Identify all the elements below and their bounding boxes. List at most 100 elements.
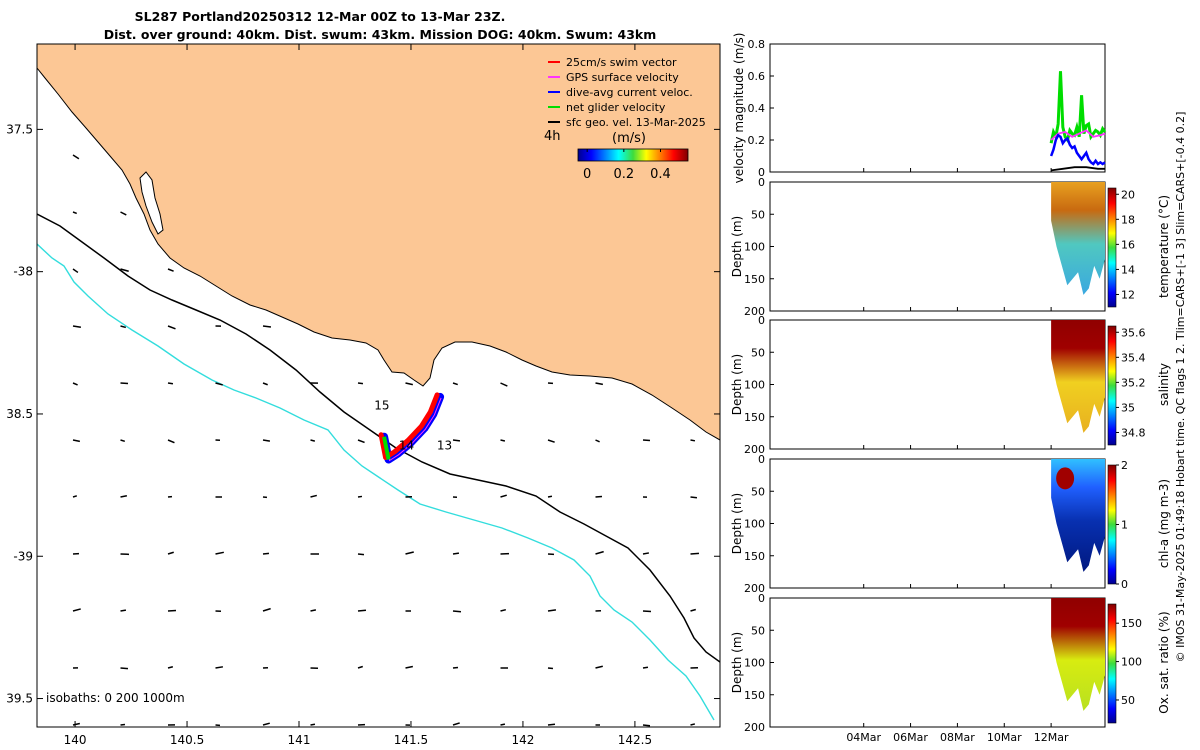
geo-vector (500, 439, 506, 442)
colorbar-label: (m/s) (612, 131, 646, 146)
geo-vector (72, 722, 80, 726)
legend-label: GPS surface velocity (566, 71, 679, 84)
geostrophic-vectors (72, 154, 700, 727)
map-ytick-label: 38.5 (6, 407, 33, 421)
time-tick-label: 12Mar (1034, 731, 1069, 744)
colorbar-tick-label: 0.4 (650, 167, 671, 182)
geo-vector (215, 382, 223, 386)
section-cbar-tick-label: 12 (1121, 288, 1135, 301)
geo-vector (357, 495, 363, 498)
geo-vector (167, 382, 174, 385)
section-cbar-tick-label: 2 (1121, 459, 1128, 472)
colorbar-tick-label: 0.2 (613, 167, 634, 182)
geo-vector (72, 495, 78, 498)
track-gps (384, 397, 442, 462)
geo-vector (262, 382, 268, 386)
track-net (382, 436, 391, 460)
geo-vector (642, 552, 650, 555)
island (139, 171, 164, 235)
geo-vector (690, 552, 700, 555)
map-ticks: 140 140.5 141 141.5 142 142.537.5-3838.5-3939… (6, 44, 720, 747)
time-tick-label: 04Mar (846, 731, 881, 744)
section-cbar-tick-label: 35.6 (1121, 326, 1146, 339)
geo-vector (215, 666, 224, 669)
section-data-field (1051, 182, 1105, 295)
geo-vector (690, 723, 696, 726)
geo-vector (120, 268, 129, 272)
geo-vector (167, 551, 174, 555)
section-ytick-label: 100 (744, 657, 765, 670)
velocity-ytick-label: 0.6 (748, 70, 766, 83)
geo-vector (642, 666, 649, 669)
map-xtick-label: 142 (511, 733, 534, 747)
map-xtick-label: 140.5 (170, 733, 204, 747)
track-swim (378, 392, 440, 460)
geo-vector (215, 551, 224, 555)
section-colorbar (1107, 464, 1117, 585)
glider-track (378, 392, 445, 464)
geo-vector (310, 609, 317, 612)
time-tick-label: 10Mar (987, 731, 1022, 744)
geo-vector (357, 439, 365, 444)
geo-vector (547, 439, 555, 443)
day-labels: 15 14 13 (374, 398, 452, 452)
section-cbar-tick-label: 35.4 (1121, 351, 1146, 364)
geo-vector (120, 609, 127, 612)
geo-vector (167, 325, 176, 330)
geo-vector (262, 439, 271, 442)
geo-vector (72, 325, 82, 329)
legend-label: sfc geo. vel. 13-Mar-2025 (566, 116, 706, 129)
side-note: © IMOS 31-May-2025 01:49:18 Hobart time.… (1174, 112, 1187, 663)
geo-vector (120, 211, 127, 216)
colorbar-left-note: 4h (544, 129, 561, 144)
section-ytick-label: 0 (758, 592, 765, 605)
geo-vector (72, 608, 81, 612)
colorbar-tick-label: 0 (583, 167, 591, 182)
geo-vector (595, 495, 603, 498)
section-colorbar (1107, 603, 1117, 724)
map-legend: 25cm/s swim vector GPS surface velocity di… (548, 56, 706, 129)
geo-vector (310, 439, 316, 442)
velocity-ytick-label: 0.2 (748, 134, 766, 147)
chla-maximum-patch (1056, 467, 1075, 490)
map-xtick-label: 141 (288, 733, 311, 747)
geo-vector (120, 439, 126, 443)
section-frame (769, 597, 1106, 728)
section-ytick-label: 200 (744, 443, 765, 456)
section-colorbar (1107, 325, 1117, 446)
colorbar-gradient (577, 148, 689, 162)
geo-vector (547, 495, 553, 498)
geo-vector (642, 724, 651, 727)
geo-vector (595, 382, 604, 386)
geo-vector (120, 723, 126, 726)
day-label: 14 (399, 438, 414, 452)
time-tick-label: 06Mar (893, 731, 928, 744)
geo-vector (357, 382, 364, 385)
temperature-section-panel: 0 50 100 150 200 Depth (m) 20 18 16 14 12 temperatu… (730, 176, 1171, 318)
section-ytick-label: 150 (744, 689, 765, 702)
section-cbar-label: Ox. sat. ratio (%) (1157, 611, 1171, 713)
geo-vector (690, 496, 698, 499)
velocity-series-line (1050, 129, 1106, 141)
velocity-ytick-label: 0 (758, 166, 765, 179)
geo-vector (405, 665, 413, 669)
title-line1: SL287 Portland20250312 12-Mar 00Z to 13-… (135, 9, 506, 24)
geo-vector (452, 382, 458, 386)
section-ylabel: Depth (m) (730, 493, 744, 554)
velocity-ylabel: velocity magnitude (m/s) (732, 33, 746, 184)
time-axis: 04Mar 06Mar 08Mar 10Mar 12Mar (846, 168, 1069, 744)
section-ytick-label: 0 (758, 453, 765, 466)
geo-vector (310, 723, 316, 726)
section-ytick-label: 150 (744, 550, 765, 563)
section-cbar-tick-label: 18 (1121, 213, 1135, 226)
geo-vector (72, 268, 79, 274)
geo-vector (262, 722, 270, 726)
section-ytick-label: 50 (751, 624, 765, 637)
section-frame (769, 458, 1106, 589)
velocity-ytick-label: 0.4 (748, 102, 766, 115)
section-ytick-label: 0 (758, 176, 765, 189)
geo-vector (72, 211, 78, 215)
section-cbar-tick-label: 34.8 (1121, 426, 1146, 439)
geo-vector (595, 439, 600, 443)
